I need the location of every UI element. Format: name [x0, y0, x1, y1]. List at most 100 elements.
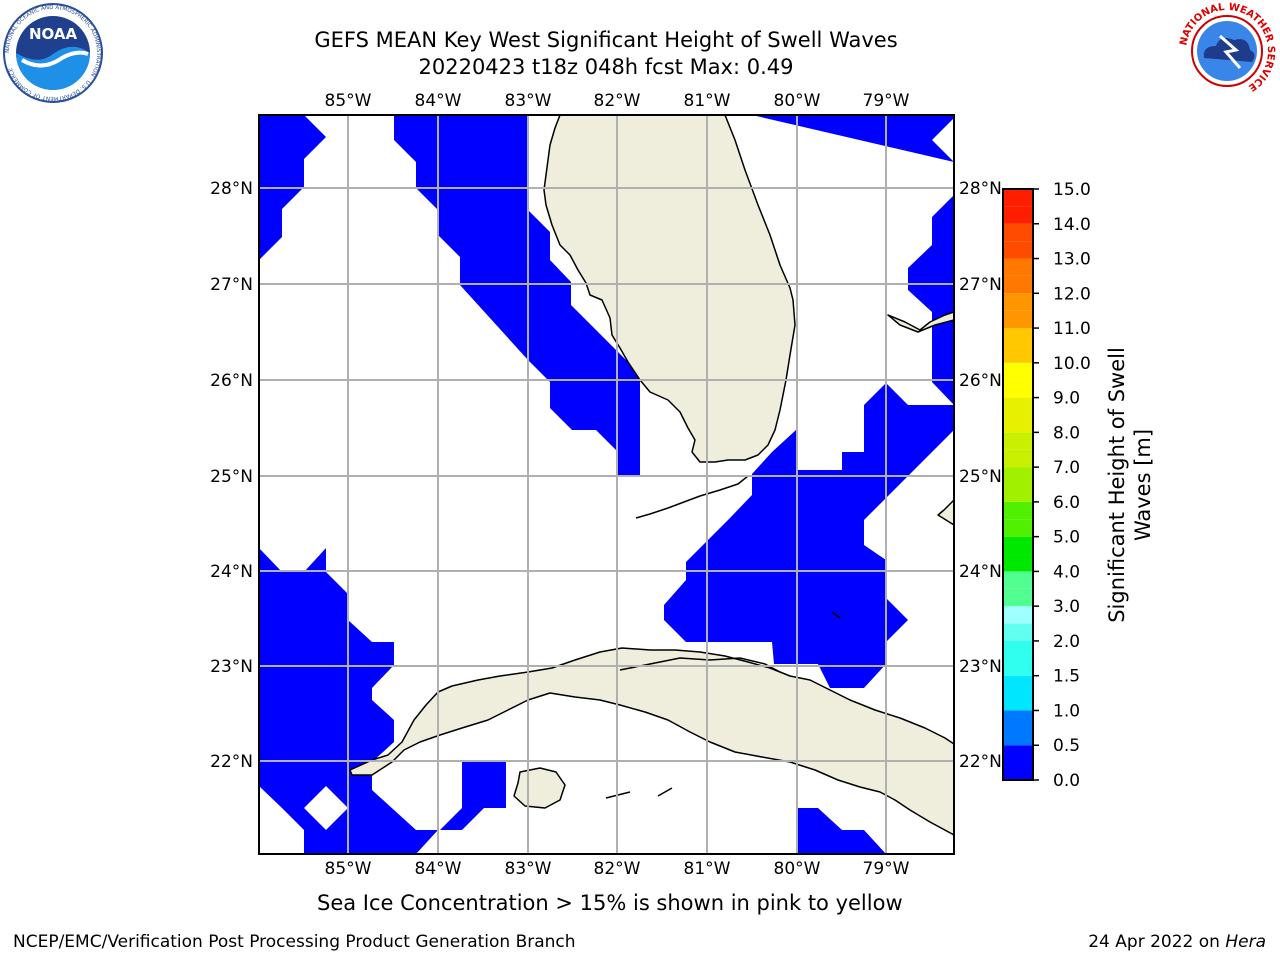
colorbar-bin	[1003, 449, 1033, 468]
lon-label-top: 84°W	[415, 91, 462, 111]
gridlines	[259, 115, 954, 854]
colorbar-bin	[1003, 206, 1033, 224]
lat-label-right: 26°N	[959, 371, 1002, 391]
chart-subtitle: 20220423 t18z 048h fcst Max: 0.49	[418, 55, 794, 79]
small-island	[831, 611, 841, 619]
colorbar-tick-label: 15.0	[1053, 180, 1091, 200]
colorbar-bin	[1003, 623, 1033, 641]
lon-label-top: 85°W	[325, 91, 372, 111]
colorbar-bin	[1003, 362, 1033, 381]
swell-region-atlantic	[664, 115, 954, 688]
colorbar-bin	[1003, 328, 1033, 346]
colorbar-tick-label: 5.0	[1053, 528, 1080, 548]
footer-date: 24 Apr 2022 on Hera	[1088, 932, 1266, 952]
colorbar-label-line2: Waves [m]	[1131, 429, 1155, 541]
colorbar-bin	[1003, 710, 1033, 746]
sea-ice-note: Sea Ice Concentration > 15% is shown in …	[317, 891, 903, 915]
colorbar-bin	[1003, 310, 1033, 329]
lon-label-bottom: 83°W	[505, 859, 552, 879]
colorbar-tick-label: 0.5	[1053, 736, 1080, 756]
colorbar-bin	[1003, 554, 1033, 572]
lon-label-top: 79°W	[863, 91, 910, 111]
nws-logo: NATIONAL WEATHER SERVICE	[1176, 0, 1278, 102]
map-frame	[258, 114, 955, 855]
colorbar-bin	[1003, 223, 1033, 242]
colorbar-bin	[1003, 241, 1033, 259]
colorbar-bin	[1003, 571, 1033, 589]
colorbar-frame	[1002, 188, 1034, 781]
noaa-text: NOAA	[29, 25, 78, 43]
colorbar-tick-label: 13.0	[1053, 250, 1091, 270]
lat-label-right: 23°N	[959, 657, 1002, 677]
lat-label-right: 28°N	[959, 179, 1002, 199]
colorbar-bin	[1003, 258, 1033, 276]
colorbar-tick-label: 10.0	[1053, 354, 1091, 374]
lat-label-left: 27°N	[210, 275, 253, 295]
lat-label-left: 25°N	[210, 467, 253, 487]
lon-label-bottom: 80°W	[774, 859, 821, 879]
swell-region-south	[796, 808, 886, 854]
colorbar-ticks: 0.0 0.5 1.0 1.5 2.0 3.0 4.0 5.0 6.0 7.0 8.0 9.0 10.0…	[1033, 180, 1091, 791]
colorbar-bin	[1003, 745, 1033, 780]
footer-date-text: 24 Apr 2022 on	[1088, 932, 1226, 952]
swell-hole-ocean	[304, 786, 348, 830]
colorbar-bin	[1003, 588, 1033, 607]
colorbar-bin	[1003, 293, 1033, 311]
lat-label-right: 25°N	[959, 467, 1002, 487]
colorbar-bin	[1003, 189, 1033, 207]
swell-region-gulf-shelf	[394, 115, 640, 476]
colorbar-bin	[1003, 345, 1033, 363]
colorbar-bin	[1003, 397, 1033, 415]
lon-label-bottom: 84°W	[415, 859, 462, 879]
lon-label-top: 83°W	[505, 91, 552, 111]
land-masses	[349, 115, 954, 836]
colorbar-label-line1: Significant Height of Swell	[1105, 347, 1129, 623]
andros-island	[887, 311, 954, 333]
lat-label-left: 24°N	[210, 562, 253, 582]
lat-label-right: 24°N	[959, 562, 1002, 582]
hispaniola-edge	[937, 499, 954, 526]
colorbar-tick-label: 1.0	[1053, 701, 1080, 721]
colorbar-bin	[1003, 484, 1033, 502]
colorbar-bin	[1003, 467, 1033, 485]
lat-label-left: 22°N	[210, 752, 253, 772]
footer-host: Hera	[1225, 932, 1266, 952]
colorbar-bin	[1003, 432, 1033, 450]
colorbar-tick-label: 8.0	[1053, 423, 1080, 443]
swell-region-yucatan-channel	[440, 762, 506, 830]
lat-label-right: 27°N	[959, 275, 1002, 295]
colorbar-tick-label: 7.0	[1053, 458, 1080, 478]
colorbar-tick-label: 1.5	[1053, 667, 1080, 687]
axis-labels: 85°W 84°W 83°W 82°W 81°W 80°W 79°W 85°W …	[210, 91, 1002, 879]
colorbar-tick-label: 0.0	[1053, 771, 1080, 791]
noaa-logo: NOAA NATIONAL OCEANIC AND ATMOSPHERIC AD…	[2, 2, 104, 104]
chart-title: GEFS MEAN Key West Significant Height of…	[314, 28, 898, 52]
lat-label-left: 23°N	[210, 657, 253, 677]
isla-de-la-juventud	[513, 767, 566, 809]
colorbar-tick-label: 14.0	[1053, 215, 1091, 235]
colorbar-tick-label: 11.0	[1053, 319, 1091, 339]
lon-label-bottom: 82°W	[594, 859, 641, 879]
lat-label-right: 22°N	[959, 752, 1002, 772]
colorbar-bin	[1003, 606, 1033, 624]
colorbar-bin	[1003, 275, 1033, 294]
colorbar-bin	[1003, 380, 1033, 398]
lon-label-top: 81°W	[684, 91, 731, 111]
colorbar-tick-label: 4.0	[1053, 562, 1080, 582]
colorbar-bin	[1003, 536, 1033, 555]
lon-label-bottom: 81°W	[684, 859, 731, 879]
colorbar-tick-label: 6.0	[1053, 493, 1080, 513]
colorbar	[1003, 189, 1033, 780]
florida-keys	[635, 475, 749, 519]
colorbar-bin	[1003, 501, 1033, 520]
colorbar-bin	[1003, 414, 1033, 433]
colorbar-tick-label: 12.0	[1053, 284, 1091, 304]
lon-label-bottom: 85°W	[325, 859, 372, 879]
lat-label-left: 28°N	[210, 179, 253, 199]
lon-label-top: 80°W	[774, 91, 821, 111]
colorbar-bin	[1003, 675, 1033, 711]
footer-credit: NCEP/EMC/Verification Post Processing Pr…	[13, 932, 576, 952]
colorbar-tick-label: 9.0	[1053, 389, 1080, 409]
colorbar-bin	[1003, 519, 1033, 537]
